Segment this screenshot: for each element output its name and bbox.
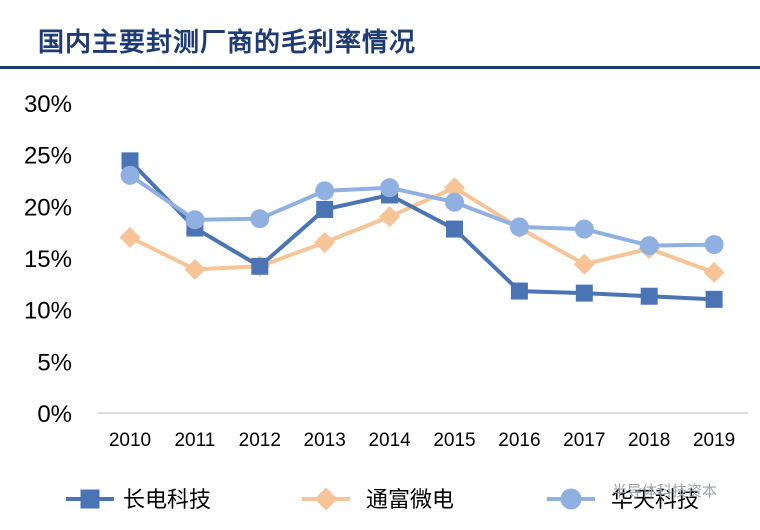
y-tick-label: 30% [24,91,72,118]
data-point-circle [380,178,400,198]
data-point-square [121,152,139,170]
data-point-diamond [573,253,595,275]
data-point-circle [560,488,582,510]
data-point-diamond [119,226,141,248]
x-tick-label: 2018 [628,430,670,451]
data-point-square [640,287,658,305]
watermark-text: 半导体科技资本 [612,482,718,500]
y-tick-label: 10% [24,298,72,325]
y-tick-label: 5% [37,349,72,376]
data-point-square [575,284,593,302]
chart-axes: 0% 5% 10% 15% 20% 25% 30% 2010 2011 2012 2013 2014 2… [24,91,748,451]
x-tick-label: 2010 [109,430,151,451]
data-point-square [446,220,463,238]
data-point-diamond [184,258,206,280]
data-point-square [80,489,100,509]
y-tick-label: 15% [24,246,72,273]
data-point-square [316,200,334,218]
data-point-diamond [314,487,338,511]
x-tick-label: 2012 [239,430,281,451]
x-tick-label: 2015 [433,430,475,451]
y-tick-label: 0% [37,401,72,428]
series-line [128,159,715,302]
data-point-circle [704,235,724,255]
series-lines [128,159,715,302]
x-tick-label: 2013 [304,430,346,451]
x-tick-label: 2017 [563,430,605,451]
data-point-square [510,282,528,300]
data-point-square [705,290,723,308]
data-point-circle [120,165,140,185]
x-tick-label: 2011 [174,430,215,451]
legend-label: 长电科技 [123,488,211,513]
series-line [129,185,715,275]
chart-legend: 长电科技 通富微电 华天科技 [66,487,699,513]
data-point-circle [509,217,529,237]
series-line [128,173,715,248]
y-tick-label: 20% [24,194,72,221]
series-markers [119,152,725,308]
data-point-circle [574,219,594,239]
data-point-circle [185,210,205,230]
data-point-diamond [379,206,401,228]
data-point-circle [250,209,270,229]
x-tick-label: 2019 [693,430,735,451]
data-point-diamond [703,261,725,283]
data-point-diamond [314,232,336,253]
page-title: 国内主要封测厂商的毛利率情况 [38,28,417,58]
legend-label: 通富微电 [366,488,454,513]
data-point-circle [445,192,464,212]
x-tick-label: 2014 [368,430,411,451]
title-bar: 国内主要封测厂商的毛利率情况 [0,0,760,70]
y-tick-label: 25% [24,143,72,170]
data-point-circle [639,236,659,256]
data-point-square [251,257,269,275]
data-point-diamond [444,177,465,199]
x-tick-label: 2016 [498,430,540,451]
data-point-circle [315,181,335,201]
legend-label: 华天科技 [611,488,699,513]
title-underline [0,66,760,69]
